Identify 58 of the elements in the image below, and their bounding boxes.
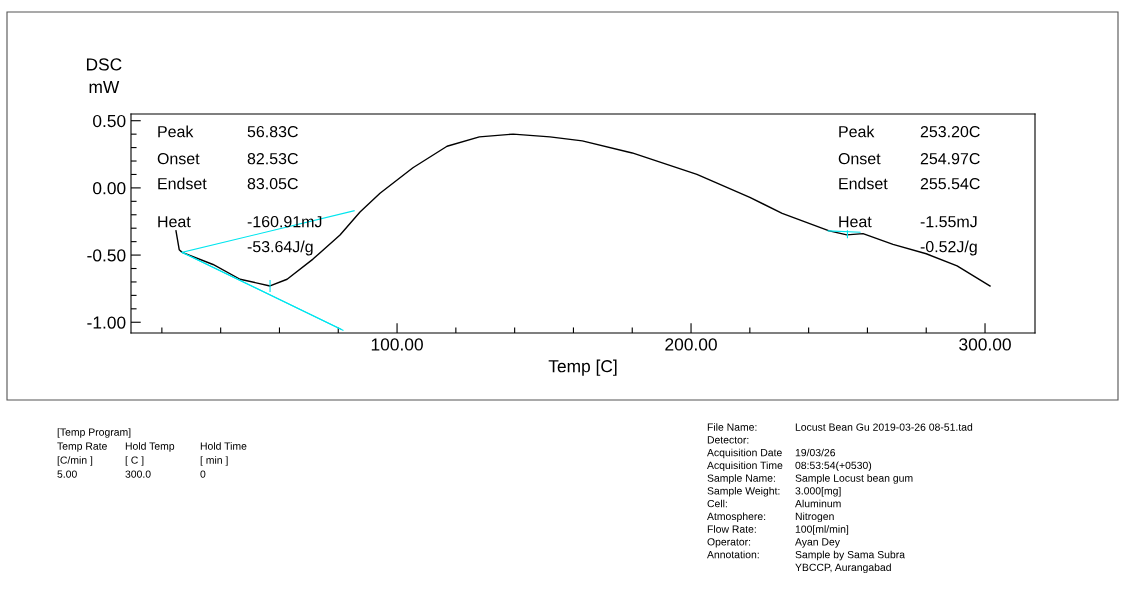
text: Aluminum [795,499,841,508]
annotation: 254.97C [920,152,980,165]
annotation: Endset [839,177,888,190]
annotation: Endset [158,177,207,190]
annotation: 253.20C [920,125,980,138]
annotation: 82.53C [247,152,298,165]
y-axis-title: DSC mW [86,58,122,93]
annotation: Peak [158,125,194,138]
annotation: 255.54C [920,177,980,190]
text: [Temp Program] [57,428,131,438]
text: Nitrogen [795,512,834,523]
text: Hold Time [200,442,247,450]
text: 3.000[mg] [795,486,841,497]
text: [C/min ] [57,456,93,466]
text: 300.0 [125,470,151,478]
annotation: -0.52J/g [920,240,977,256]
text: Locust Bean Gu 2019-03-26 08-51.tad [795,423,973,431]
annotation: Onset [157,152,200,165]
annotation: -53.64J/g [247,240,313,256]
annotation: Onset [838,152,881,165]
y-tick-label: 0.00 [93,182,126,195]
text: Hold Temp [125,442,175,452]
x-tick-label: 300.00 [959,338,1011,351]
text: Cell: [707,499,727,508]
annotation: 83.05C [247,177,298,190]
text: Sample Weight: [707,486,780,497]
annotation: Heat [158,216,191,228]
text: [ min ] [200,456,228,466]
text: Temp Rate [57,442,107,452]
text: Annotation: [707,550,759,559]
text: Flow Rate: [707,525,756,533]
annotation: Heat [839,216,872,228]
y-tick-label: -1.00 [87,316,126,329]
text: 08:53:54(+0530) [795,461,872,472]
text: Detector: [707,436,749,444]
text: Operator: [707,538,751,548]
annotation: 56.83C [247,125,298,138]
text: File Name: [707,423,757,431]
text: 0 [200,470,206,478]
text: Ayan Dey [795,538,840,548]
annotation: Peak [839,125,875,138]
x-axis-title: Temp [C] [548,359,617,376]
text: [ C ] [125,456,144,466]
text: Acquisition Time [707,461,783,472]
y-tick-label: -0.50 [87,249,126,262]
text: YBCCP, Aurangabad [795,563,891,574]
y-tick-label: 0.50 [93,114,126,128]
x-tick-label: 200.00 [665,338,717,351]
annotation: -1.55mJ [920,216,977,228]
x-tick-label: 100.00 [371,338,423,351]
text: Sample by Sama Subra [795,550,906,561]
text: 100[ml/min] [795,525,849,535]
text: Atmosphere: [707,512,766,523]
text: Sample Name: [707,474,775,484]
text: 19/03/26 [795,448,836,457]
text: 5.00 [57,470,77,478]
text: Acquisition Date [707,448,782,459]
text: Sample Locust bean gum [795,474,913,484]
